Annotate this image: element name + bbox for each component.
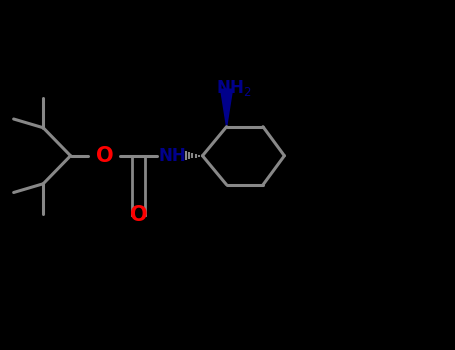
Polygon shape xyxy=(221,89,233,127)
Text: NH$_2$: NH$_2$ xyxy=(216,77,251,98)
Text: NH: NH xyxy=(158,147,186,165)
Text: O: O xyxy=(130,205,147,225)
Text: O: O xyxy=(96,146,113,166)
